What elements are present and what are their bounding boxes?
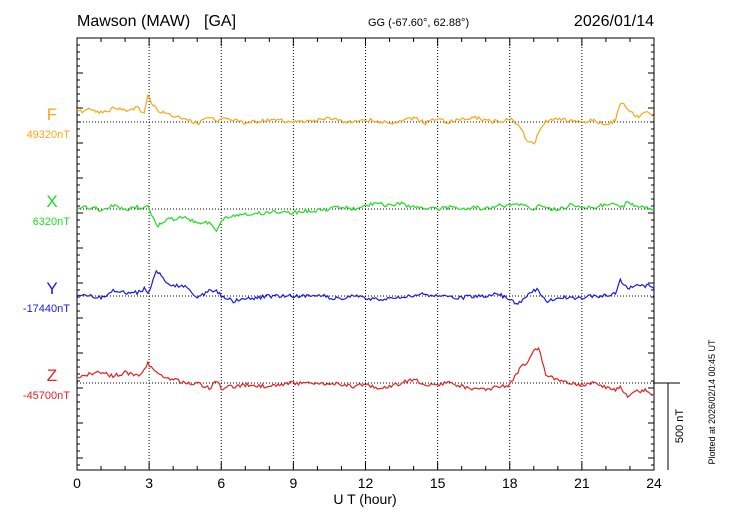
axis-ticks bbox=[76, 38, 655, 470]
x-tick-label: 3 bbox=[145, 475, 153, 491]
series-baseline-value-x: 6320nT bbox=[33, 216, 71, 228]
series-name-y: Y bbox=[46, 279, 57, 298]
grid-lines bbox=[148, 38, 583, 470]
x-axis-label: U T (hour) bbox=[333, 491, 396, 507]
station-coordinates: GG (-67.60°, 62.88°) bbox=[368, 17, 469, 29]
plotted-timestamp: Plotted at 2026/02/14 00:45 UT bbox=[707, 339, 717, 465]
data-series bbox=[76, 93, 655, 399]
x-tick-label: 9 bbox=[289, 475, 297, 491]
series-line-f bbox=[76, 93, 655, 145]
baselines bbox=[77, 121, 654, 384]
series-line-x bbox=[76, 200, 655, 233]
scale-bar-label: 500 nT bbox=[674, 409, 686, 444]
x-tick-label: 24 bbox=[646, 475, 662, 491]
plot-date: 2026/01/14 bbox=[574, 13, 654, 30]
series-line-z bbox=[76, 346, 655, 399]
series-baseline-value-f: 49320nT bbox=[27, 129, 71, 141]
scale-bar bbox=[654, 382, 680, 470]
x-tick-label: 6 bbox=[217, 475, 225, 491]
series-name-x: X bbox=[46, 192, 57, 211]
x-tick-label: 12 bbox=[358, 475, 374, 491]
x-tick-label: 18 bbox=[502, 475, 518, 491]
x-tick-label: 0 bbox=[73, 475, 81, 491]
series-baseline-value-z: -45700nT bbox=[23, 390, 70, 402]
series-name-z: Z bbox=[47, 366, 57, 385]
series-name-f: F bbox=[47, 105, 57, 124]
station-title: Mawson (MAW) bbox=[77, 13, 190, 30]
x-tick-labels: 0 3 6 9 12 15 18 21 24 bbox=[73, 475, 662, 491]
series-line-y bbox=[76, 269, 655, 305]
x-tick-label: 21 bbox=[574, 475, 590, 491]
x-tick-label: 15 bbox=[430, 475, 446, 491]
series-baseline-value-y: -17440nT bbox=[23, 303, 70, 315]
station-code: [GA] bbox=[204, 13, 236, 30]
series-labels: F 49320nT X 6320nT Y -17440nT Z -45700nT bbox=[23, 105, 70, 402]
